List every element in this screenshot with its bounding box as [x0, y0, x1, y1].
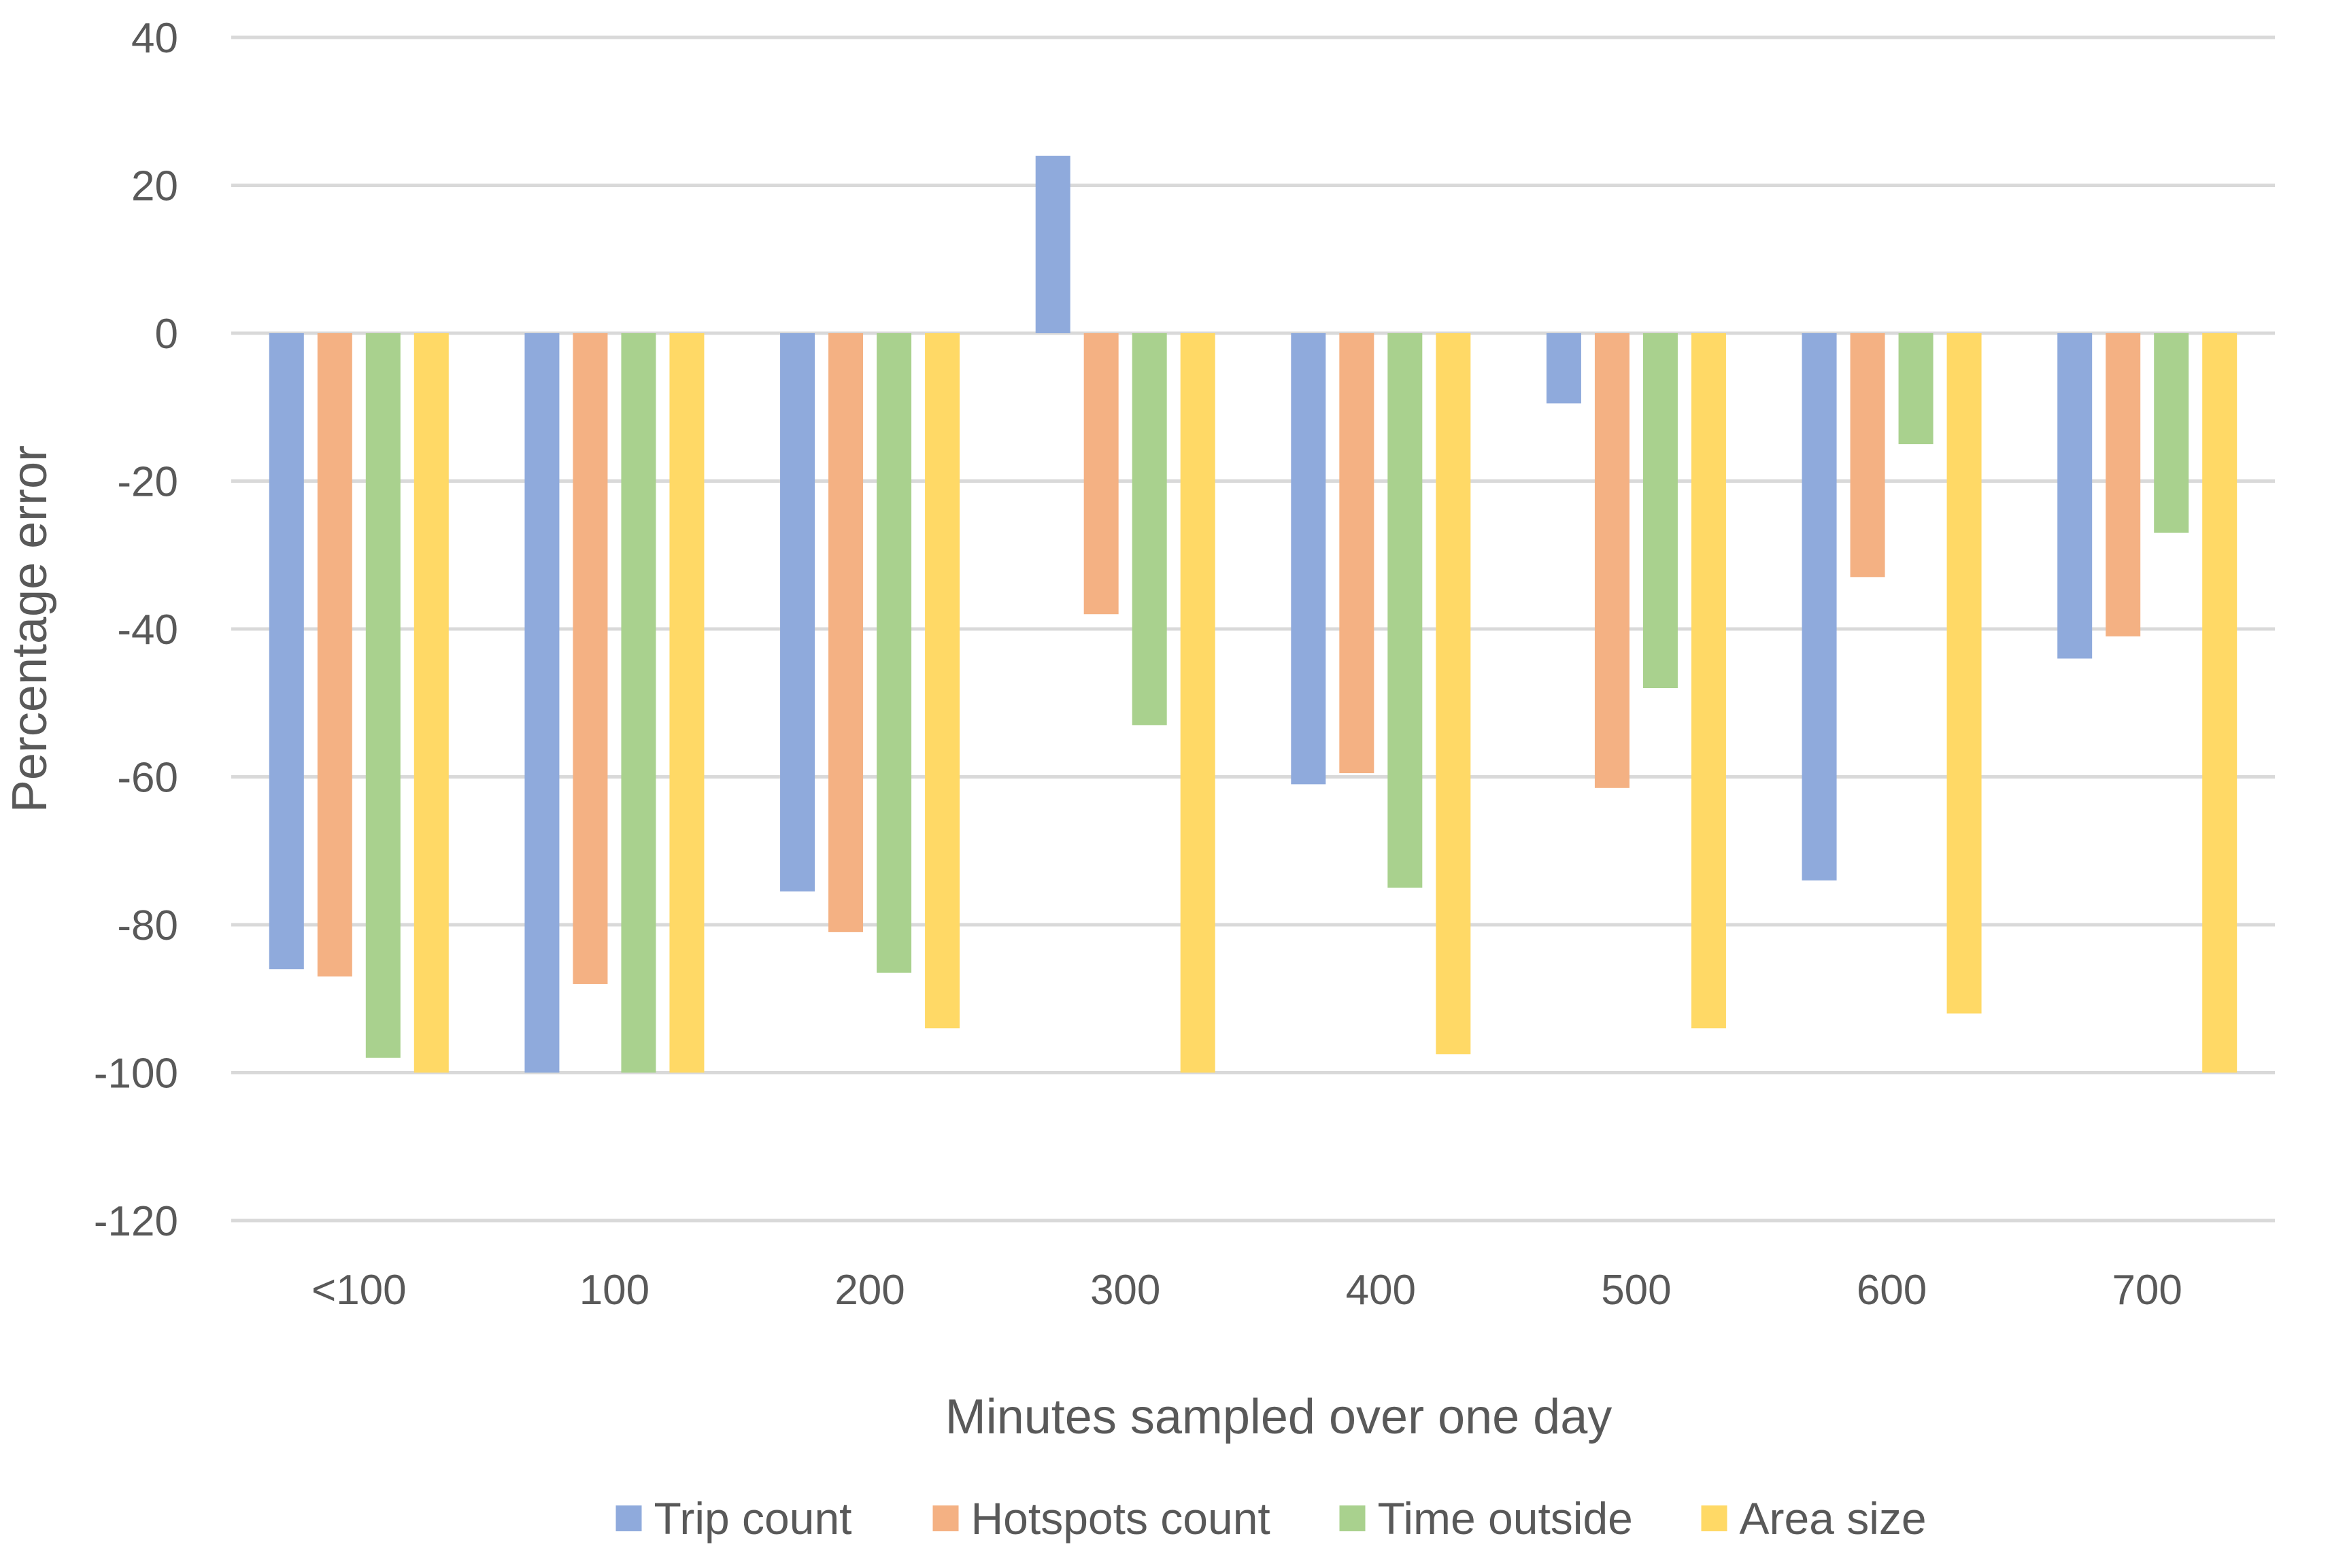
- y-tick-label: -60: [117, 755, 178, 802]
- y-tick-label: -120: [94, 1198, 178, 1245]
- legend-swatch: [615, 1505, 642, 1531]
- legend-swatch: [932, 1505, 959, 1531]
- legend-label: Time outside: [1378, 1493, 1633, 1544]
- y-tick-label: -80: [117, 902, 178, 949]
- y-tick-label: 40: [131, 15, 178, 62]
- y-tick-label: -20: [117, 459, 178, 506]
- legend-item-time-outside: Time outside: [1339, 1493, 1633, 1544]
- legend-label: Area size: [1740, 1493, 1927, 1544]
- bar-hotspots-count: [2106, 333, 2141, 636]
- bar-time-outside: [1387, 333, 1423, 888]
- bar-area-size: [2202, 333, 2238, 1073]
- bar-trip-count: [2057, 333, 2093, 659]
- y-axis-title: Percentage error: [3, 445, 57, 813]
- bar-area-size: [413, 333, 449, 1073]
- x-axis-ticks: <100 100 200 300 400 500 600 700: [311, 1267, 2182, 1314]
- bar-hotspots-count: [1594, 333, 1630, 788]
- legend-item-hotspots-count: Hotspots count: [932, 1493, 1270, 1544]
- bar-area-size: [1691, 333, 1726, 1029]
- legend-swatch: [1339, 1505, 1366, 1531]
- x-tick-label: 600: [1857, 1267, 1927, 1314]
- bar-area-size: [1180, 333, 1215, 1073]
- y-tick-label: 20: [131, 163, 178, 210]
- x-tick-label: 500: [1601, 1267, 1671, 1314]
- y-tick-label: -40: [117, 607, 178, 653]
- bar-trip-count: [1035, 156, 1070, 333]
- bar-trip-count: [1546, 333, 1581, 404]
- bar-hotspots-count: [317, 333, 352, 977]
- bar-time-outside: [1132, 333, 1167, 726]
- legend-item-area-size: Area size: [1701, 1493, 1927, 1544]
- legend-swatch: [1701, 1505, 1727, 1531]
- bars: [269, 156, 2238, 1073]
- bar-time-outside: [1898, 333, 1934, 445]
- x-tick-label: 100: [579, 1267, 649, 1314]
- bar-time-outside: [2154, 333, 2189, 533]
- bar-hotspots-count: [1083, 333, 1119, 615]
- x-tick-label: 700: [2112, 1267, 2182, 1314]
- y-tick-label: -100: [94, 1051, 178, 1097]
- x-axis-title: Minutes sampled over one day: [945, 1390, 1613, 1444]
- bar-time-outside: [877, 333, 912, 973]
- legend-label: Trip count: [654, 1493, 852, 1544]
- y-axis-ticks: 40 20 0 -20 -40 -60 -80 -100 -120: [94, 15, 178, 1245]
- bar-trip-count: [524, 333, 560, 1073]
- bar-time-outside: [621, 333, 656, 1073]
- bar-area-size: [1436, 333, 1471, 1055]
- legend: Trip count Hotspots count Time outside Area…: [615, 1493, 1927, 1544]
- x-tick-label: 300: [1090, 1267, 1160, 1314]
- bar-hotspots-count: [828, 333, 864, 932]
- bar-area-size: [1946, 333, 1982, 1014]
- bar-area-size: [669, 333, 705, 1073]
- x-tick-label: <100: [311, 1267, 407, 1314]
- bar-hotspots-count: [1339, 333, 1374, 774]
- bar-time-outside: [365, 333, 401, 1058]
- gridlines: [231, 35, 2275, 1223]
- bar-trip-count: [1802, 333, 1837, 881]
- bar-trip-count: [1291, 333, 1326, 785]
- bar-hotspots-count: [573, 333, 608, 984]
- y-tick-label: 0: [155, 311, 178, 358]
- x-tick-label: 200: [834, 1267, 905, 1314]
- bar-hotspots-count: [1850, 333, 1885, 577]
- x-tick-label: 400: [1346, 1267, 1416, 1314]
- legend-item-trip-count: Trip count: [615, 1493, 852, 1544]
- bar-trip-count: [780, 333, 815, 892]
- bar-trip-count: [269, 333, 304, 970]
- bar-time-outside: [1642, 333, 1678, 688]
- bar-area-size: [925, 333, 960, 1029]
- legend-label: Hotspots count: [971, 1493, 1270, 1544]
